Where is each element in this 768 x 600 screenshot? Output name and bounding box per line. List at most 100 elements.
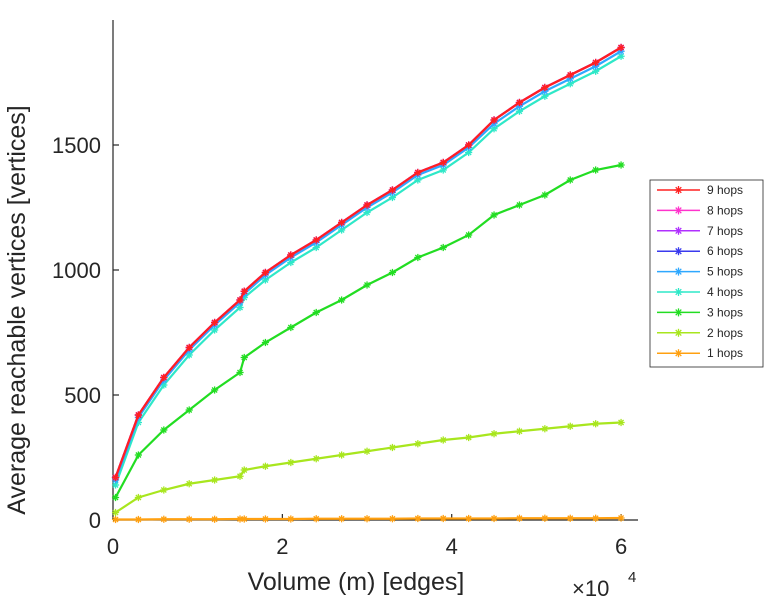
- data-point: [134, 515, 143, 524]
- legend-label: 4 hops: [707, 285, 743, 299]
- legend-label: 7 hops: [707, 224, 743, 238]
- legend-label: 2 hops: [707, 326, 743, 340]
- x-exponent-base: ×10: [572, 576, 609, 600]
- data-point: [111, 515, 120, 524]
- data-point: [617, 43, 625, 52]
- data-point: [439, 243, 447, 252]
- legend-items: 9 hops 8 hops 7 hops 6 hops 5 hops 4 hops 3 ho…: [657, 183, 743, 360]
- data-point: [312, 243, 320, 252]
- data-point: [211, 318, 219, 327]
- series-7-hops: [111, 43, 625, 482]
- series-line-7-hops: [114, 46, 622, 478]
- legend-box: [649, 179, 764, 368]
- data-point: [287, 323, 295, 332]
- data-point: [338, 226, 346, 234]
- data-point: [566, 422, 574, 430]
- x-tick-label: 6: [615, 534, 627, 559]
- data-point: [592, 166, 600, 174]
- data-point: [439, 158, 447, 167]
- legend-item-8-hops: 8 hops: [657, 203, 743, 217]
- data-point: [414, 514, 422, 523]
- data-point: [261, 462, 270, 470]
- data-point: [236, 296, 244, 304]
- data-point: [592, 420, 600, 428]
- data-point: [134, 451, 143, 459]
- legend-label: 3 hops: [707, 305, 743, 319]
- series-1-hops: [111, 514, 625, 524]
- legend-item-4-hops: 4 hops: [657, 285, 743, 299]
- data-point: [111, 493, 120, 502]
- data-point: [465, 433, 473, 442]
- data-point: [338, 218, 346, 227]
- series-3-hops: [111, 161, 625, 502]
- data-point: [236, 368, 244, 377]
- data-point: [566, 176, 574, 184]
- data-point: [134, 411, 143, 419]
- data-point: [185, 406, 193, 414]
- x-tick-label: 0: [107, 534, 119, 559]
- legend-item-7-hops: 7 hops: [657, 224, 743, 238]
- data-point: [236, 515, 244, 523]
- y-tick-label: 1500: [52, 133, 101, 158]
- data-point: [287, 251, 295, 259]
- legend-item-1-hops: 1 hops: [657, 346, 743, 360]
- series-4-hops: [111, 52, 625, 489]
- data-point: [541, 425, 549, 433]
- data-point: [211, 515, 219, 523]
- y-tick-label: 500: [64, 383, 101, 408]
- x-tick-label: 2: [276, 534, 288, 559]
- data-point: [185, 343, 193, 352]
- data-point: [185, 515, 193, 523]
- data-point: [515, 514, 524, 522]
- series-line-4-hops: [114, 55, 622, 486]
- x-exponent-power: 4: [628, 569, 636, 586]
- data-point: [617, 161, 625, 169]
- data-point: [388, 515, 397, 523]
- data-point: [312, 455, 320, 463]
- data-point: [515, 98, 524, 107]
- data-point: [617, 514, 625, 522]
- legend-item-3-hops: 3 hops: [657, 305, 743, 319]
- y-tick-label: 0: [89, 508, 101, 533]
- legend-item-5-hops: 5 hops: [657, 265, 743, 279]
- data-point: [211, 386, 219, 394]
- y-tick-label: 1000: [52, 258, 101, 283]
- data-point: [414, 253, 422, 262]
- data-point: [363, 447, 371, 455]
- legend-marker: [674, 186, 683, 194]
- data-point: [134, 493, 143, 502]
- series-line-9-hops: [114, 46, 622, 478]
- series-line-8-hops: [114, 46, 622, 478]
- series-line-2-hops: [114, 421, 622, 514]
- data-point: [515, 427, 524, 435]
- data-point: [185, 480, 193, 488]
- data-point: [338, 451, 346, 459]
- data-point: [388, 268, 397, 277]
- data-point: [363, 281, 371, 289]
- data-point: [240, 287, 248, 295]
- data-point: [111, 508, 120, 517]
- series-2-hops: [111, 418, 625, 517]
- legend-marker: [674, 226, 683, 235]
- x-axis-exponent: ×10 4: [572, 569, 636, 600]
- data-point: [490, 430, 498, 438]
- data-point: [312, 236, 320, 244]
- data-point: [287, 515, 295, 523]
- legend-marker: [674, 206, 683, 215]
- series-line-5-hops: [114, 50, 622, 481]
- data-point: [617, 418, 625, 427]
- data-point: [287, 458, 295, 467]
- data-point: [592, 58, 600, 67]
- data-point: [261, 268, 270, 277]
- data-point: [261, 338, 270, 347]
- data-point: [515, 201, 524, 209]
- data-point: [592, 514, 600, 522]
- data-point: [160, 486, 168, 494]
- data-point: [592, 67, 600, 75]
- legend-item-9-hops: 9 hops: [657, 183, 743, 197]
- data-point: [236, 472, 244, 480]
- data-point: [490, 211, 498, 219]
- y-axis-title: Average reachable vertices [vertices]: [3, 105, 31, 514]
- series-9-hops: [111, 43, 625, 482]
